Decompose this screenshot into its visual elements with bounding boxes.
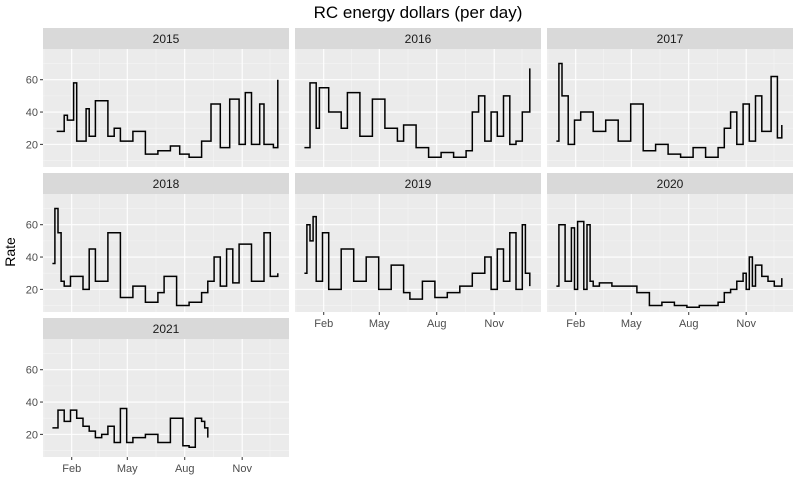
facet-2017: 2017: [547, 28, 793, 167]
y-tick-label: 20: [26, 139, 38, 151]
facet-strip-label: 2020: [657, 177, 684, 191]
facet-2019: 2019 Feb May Aug Nov: [295, 173, 541, 330]
y-tick-label: 20: [26, 429, 38, 441]
x-tick-label: Aug: [175, 463, 195, 475]
facet-strip-label: 2016: [405, 32, 432, 46]
facet-strip-label: 2015: [153, 32, 180, 46]
panel-background: [43, 339, 289, 457]
x-tick-label: May: [621, 318, 642, 330]
panel-background: [547, 194, 793, 312]
y-tick-label: 40: [26, 107, 38, 119]
facet-2015: 2015 20 40 60: [26, 28, 289, 167]
facet-strip: [295, 28, 541, 49]
facet-strip-label: 2019: [405, 177, 432, 191]
facet-strip: [547, 173, 793, 194]
panel-background: [295, 194, 541, 312]
facet-strip: [547, 28, 793, 49]
x-tick-label: Feb: [566, 318, 585, 330]
y-tick-label: 60: [26, 220, 38, 232]
series-line-2021: [52, 407, 209, 449]
series-line-2020: [556, 220, 783, 308]
facet-strip-label: 2017: [657, 32, 684, 46]
y-tick-label: 60: [26, 365, 38, 377]
facet-2021: 2021 20 40 60 Feb May Aug Nov: [26, 318, 289, 475]
y-tick-label: 60: [26, 75, 38, 87]
x-tick-label: Nov: [736, 318, 756, 330]
x-tick-label: Aug: [427, 318, 447, 330]
x-tick-label: Feb: [314, 318, 333, 330]
facet-strip: [295, 173, 541, 194]
y-axis-label: Rate: [2, 237, 18, 267]
facet-panels: 2015 20 40 60 2016 2017 2018 20 40 60 2019 Feb May Au…: [26, 28, 793, 475]
facet-strip-label: 2018: [153, 177, 180, 191]
x-tick-label: May: [369, 318, 390, 330]
panel-background: [43, 49, 289, 167]
facet-2018: 2018 20 40 60: [26, 173, 289, 312]
x-tick-label: Feb: [62, 463, 81, 475]
panel-background: [547, 49, 793, 167]
y-tick-label: 20: [26, 284, 38, 296]
series-line-2015: [56, 79, 279, 159]
series-line-2018: [52, 207, 279, 307]
y-tick-label: 40: [26, 397, 38, 409]
facet-2016: 2016: [295, 28, 541, 167]
series-line-2016: [304, 68, 531, 159]
facet-strip-label: 2021: [153, 322, 180, 336]
x-tick-label: Aug: [679, 318, 699, 330]
chart-title: RC energy dollars (per day): [314, 3, 523, 22]
x-tick-label: May: [117, 463, 138, 475]
y-tick-label: 40: [26, 252, 38, 264]
x-tick-label: Nov: [232, 463, 252, 475]
facet-strip: [43, 318, 289, 339]
facet-strip: [43, 28, 289, 49]
facet-strip: [43, 173, 289, 194]
facet-2020: 2020 Feb May Aug Nov: [547, 173, 793, 330]
series-line-2017: [556, 62, 783, 159]
panel-background: [43, 194, 289, 312]
x-tick-label: Nov: [484, 318, 504, 330]
series-line-2019: [304, 215, 531, 300]
